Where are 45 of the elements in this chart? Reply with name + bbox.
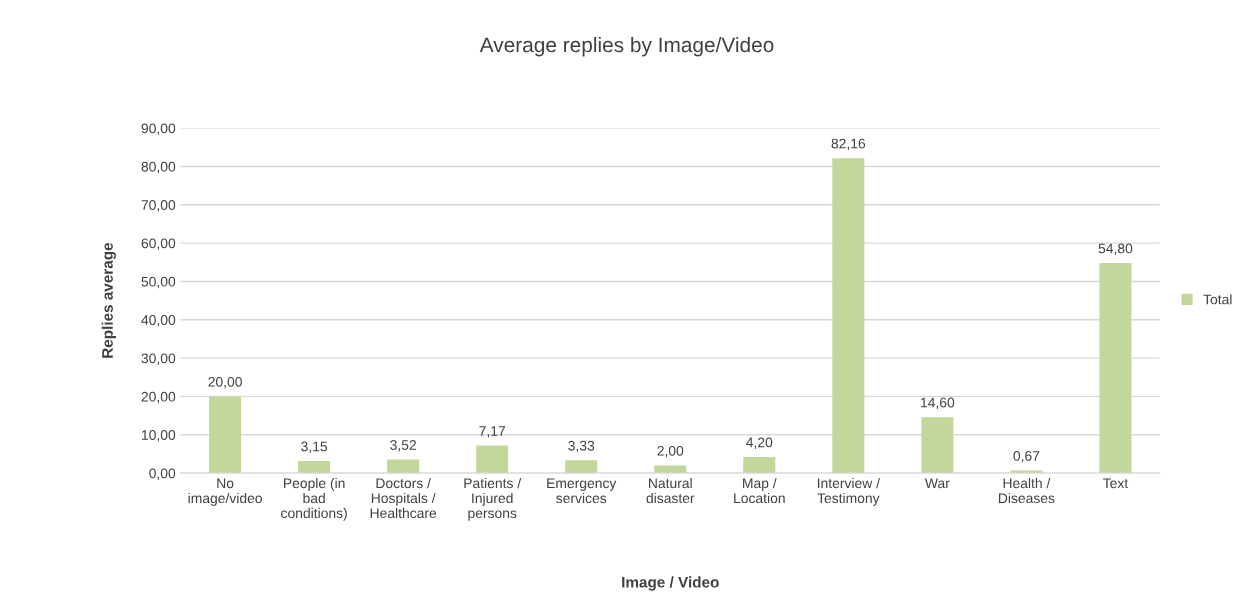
bar — [209, 396, 242, 474]
data-label: 7,17 — [479, 426, 506, 438]
x-tick-label: Interview / Testimony — [817, 477, 880, 506]
y-tick-label: 40,00 — [141, 315, 176, 327]
x-tick-label: Natural disaster — [646, 477, 695, 504]
data-label: 82,16 — [831, 138, 866, 151]
x-tick-label: Patients / Injured persons — [464, 477, 522, 521]
data-label: 2,00 — [657, 445, 684, 458]
data-label: 3,52 — [390, 440, 416, 452]
y-axis-title: Replies average — [101, 242, 116, 358]
data-label: 3,33 — [568, 440, 595, 453]
x-tick-label: Text — [1103, 478, 1129, 489]
data-label: 20,00 — [208, 376, 242, 389]
x-tick-label: No image/video — [188, 478, 262, 506]
x-tick-label: War — [924, 478, 950, 489]
y-tick-label: 20,00 — [141, 391, 176, 404]
chart-title: Average replies by Image/Video — [479, 36, 774, 57]
y-tick-label: 50,00 — [141, 276, 176, 289]
y-tick-label: 80,00 — [141, 161, 176, 174]
x-axis-title: Image / Video — [622, 576, 719, 591]
bar — [1099, 263, 1132, 474]
y-tick-label: 10,00 — [142, 430, 176, 442]
bar — [476, 445, 509, 474]
bar — [921, 417, 954, 474]
bar — [565, 460, 598, 474]
data-label: 4,20 — [746, 437, 773, 449]
bar — [298, 461, 331, 474]
data-label: 0,67 — [1013, 451, 1040, 463]
y-tick-label: 70,00 — [141, 200, 176, 212]
y-tick-label: 0,00 — [149, 468, 176, 480]
y-tick-label: 90,00 — [141, 123, 176, 135]
y-tick-label: 60,00 — [141, 238, 176, 250]
bar — [832, 158, 865, 474]
x-tick-label: Map / Location — [734, 477, 785, 504]
data-label: 54,80 — [1098, 243, 1133, 255]
legend-label: Total — [1203, 294, 1232, 305]
bar — [743, 456, 776, 474]
x-tick-label: Doctors / Hospitals / Healthcare — [370, 477, 437, 519]
x-tick-label: People (in bad conditions) — [281, 477, 347, 521]
x-tick-label: Emergency services — [547, 478, 617, 504]
data-label: 14,60 — [921, 397, 955, 410]
y-tick-label: 30,00 — [141, 353, 176, 365]
data-label: 3,15 — [301, 441, 328, 453]
bar — [654, 465, 687, 474]
x-tick-label: Health / Diseases — [998, 477, 1055, 504]
